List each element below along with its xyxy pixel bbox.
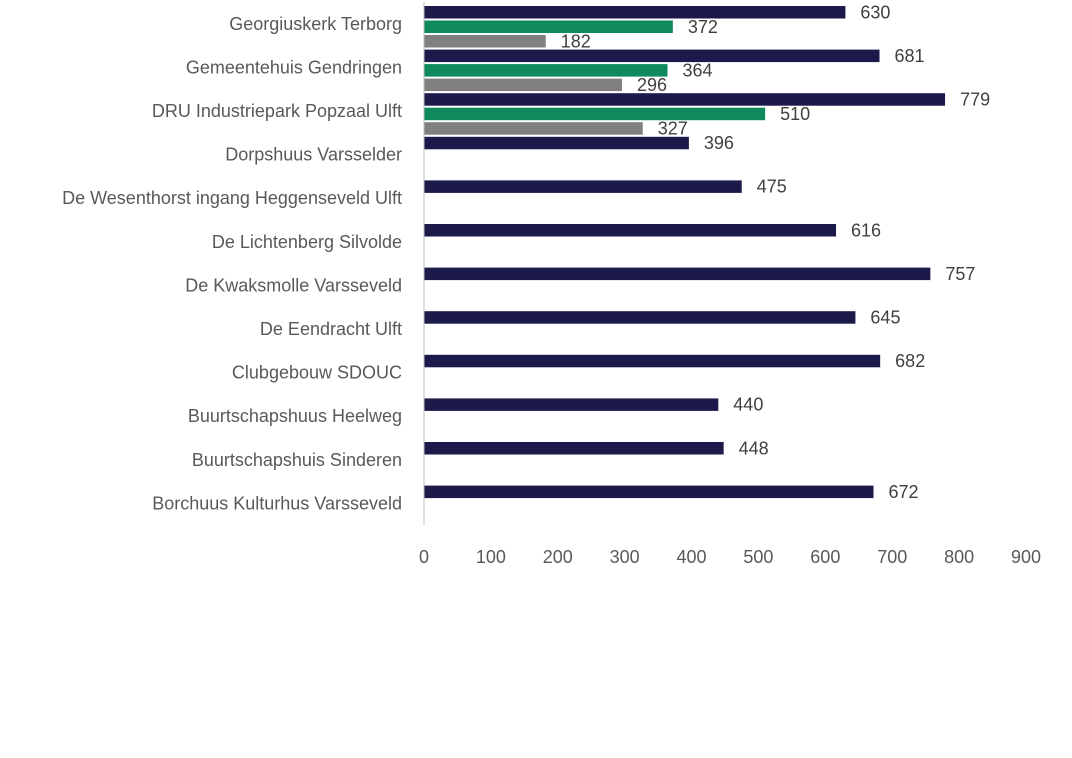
bar xyxy=(424,78,622,92)
category-label: DRU Industriepark Popzaal Ulft xyxy=(152,101,402,121)
category-label: Buurtschapshuus Heelweg xyxy=(188,406,402,426)
data-label: 372 xyxy=(688,17,718,37)
category-label: De Kwaksmolle Varsseveld xyxy=(185,275,402,295)
bar xyxy=(424,224,837,237)
bar xyxy=(424,6,846,19)
data-label: 364 xyxy=(682,60,712,80)
category-label: De Wesenthorst ingang Heggenseveld Ulft xyxy=(62,188,402,208)
data-label: 327 xyxy=(658,118,688,138)
category-label: Buurtschapshuis Sinderen xyxy=(192,450,402,470)
x-tick-label: 400 xyxy=(677,547,707,567)
category-label: Borchuus Kulturhus Varsseveld xyxy=(152,493,402,513)
data-label: 440 xyxy=(733,395,763,415)
x-tick-label: 800 xyxy=(944,547,974,567)
data-label: 672 xyxy=(888,482,918,502)
x-tick-label: 0 xyxy=(419,547,429,567)
bar xyxy=(424,49,880,63)
data-label: 645 xyxy=(870,307,900,327)
bar xyxy=(424,311,856,324)
category-labels-layer: Georgiuskerk Terborg Gemeentehuis Gendrin… xyxy=(62,14,402,514)
x-tick-label: 700 xyxy=(877,547,907,567)
data-label: 475 xyxy=(757,177,787,197)
bar xyxy=(424,136,689,150)
category-label: De Eendracht Ulft xyxy=(260,319,402,339)
bar xyxy=(424,64,668,77)
bar xyxy=(424,398,719,411)
category-label: Dorpshuus Varsselder xyxy=(225,145,402,165)
value-labels-layer: 630 372 182 681 364 296 779 510 327 396 475 616 757 6… xyxy=(561,2,990,502)
data-label: 757 xyxy=(945,264,975,284)
x-tick-label: 900 xyxy=(1011,547,1041,567)
bar xyxy=(424,122,643,135)
category-label: Clubgebouw SDOUC xyxy=(232,363,402,383)
bar xyxy=(424,93,946,106)
bar xyxy=(424,20,673,33)
category-label: Georgiuskerk Terborg xyxy=(229,14,402,34)
category-label: Gemeentehuis Gendringen xyxy=(186,57,402,77)
bar xyxy=(424,267,931,281)
bars-layer xyxy=(424,6,946,499)
x-tick-labels-layer: 0 100 200 300 400 500 600 700 800 900 xyxy=(419,547,1041,567)
data-label: 779 xyxy=(960,89,990,109)
bar xyxy=(424,442,724,455)
bar xyxy=(424,485,874,499)
data-label: 630 xyxy=(860,2,890,22)
category-label: De Lichtenberg Silvolde xyxy=(212,232,402,252)
bar xyxy=(424,107,766,121)
data-label: 296 xyxy=(637,75,667,95)
bar xyxy=(424,354,881,368)
data-label: 448 xyxy=(739,438,769,458)
x-tick-label: 500 xyxy=(743,547,773,567)
x-tick-label: 600 xyxy=(810,547,840,567)
data-label: 510 xyxy=(780,104,810,124)
x-tick-label: 200 xyxy=(543,547,573,567)
x-tick-label: 100 xyxy=(476,547,506,567)
bar xyxy=(424,35,546,48)
bar xyxy=(424,180,742,193)
data-label: 681 xyxy=(895,46,925,66)
data-label: 182 xyxy=(561,31,591,51)
data-label: 682 xyxy=(895,351,925,371)
data-label: 616 xyxy=(851,220,881,240)
x-tick-label: 300 xyxy=(610,547,640,567)
data-label: 396 xyxy=(704,133,734,153)
